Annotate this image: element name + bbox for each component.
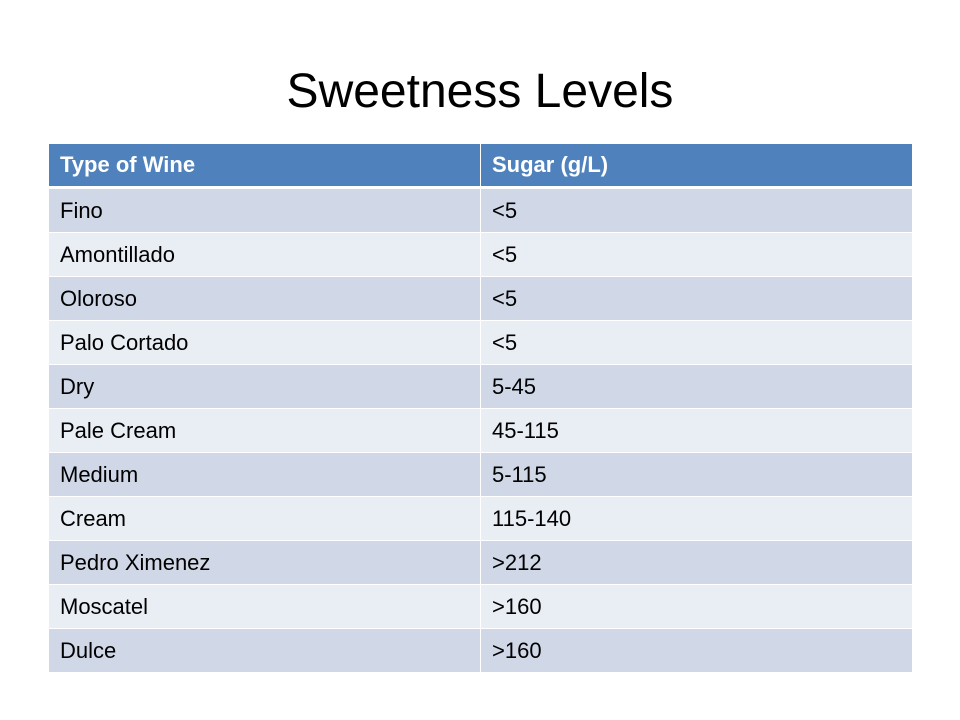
sugar-cell: <5 <box>480 276 913 321</box>
table-container: Type of Wine Sugar (g/L) Fino <5 Amontil… <box>48 143 913 673</box>
wine-type-cell: Moscatel <box>48 584 481 629</box>
sugar-cell: <5 <box>480 187 913 233</box>
table-row: Moscatel >160 <box>48 584 913 629</box>
table-row: Fino <5 <box>48 187 913 233</box>
wine-type-cell: Cream <box>48 496 481 541</box>
sugar-cell: 115-140 <box>480 496 913 541</box>
table-header: Type of Wine Sugar (g/L) <box>48 143 913 189</box>
wine-type-cell: Fino <box>48 187 481 233</box>
table-row: Cream 115-140 <box>48 496 913 541</box>
wine-type-cell: Pedro Ximenez <box>48 540 481 585</box>
wine-type-cell: Medium <box>48 452 481 497</box>
table-row: Pedro Ximenez >212 <box>48 540 913 585</box>
sugar-cell: 45-115 <box>480 408 913 453</box>
table-row: Pale Cream 45-115 <box>48 408 913 453</box>
sugar-cell: 5-45 <box>480 364 913 409</box>
sugar-cell: >212 <box>480 540 913 585</box>
wine-type-cell: Amontillado <box>48 232 481 277</box>
wine-type-cell: Palo Cortado <box>48 320 481 365</box>
sweetness-table: Type of Wine Sugar (g/L) Fino <5 Amontil… <box>48 143 913 673</box>
wine-type-cell: Dulce <box>48 628 481 673</box>
table-row: Medium 5-115 <box>48 452 913 497</box>
wine-type-cell: Pale Cream <box>48 408 481 453</box>
table-row: Amontillado <5 <box>48 232 913 277</box>
sugar-cell: 5-115 <box>480 452 913 497</box>
sugar-cell: >160 <box>480 628 913 673</box>
sugar-cell: <5 <box>480 320 913 365</box>
sugar-cell: <5 <box>480 232 913 277</box>
table-row: Dry 5-45 <box>48 364 913 409</box>
slide-title: Sweetness Levels <box>286 65 674 118</box>
wine-type-cell: Dry <box>48 364 481 409</box>
wine-type-cell: Oloroso <box>48 276 481 321</box>
table-row: Oloroso <5 <box>48 276 913 321</box>
sugar-cell: >160 <box>480 584 913 629</box>
column-header-sugar: Sugar (g/L) <box>480 143 913 189</box>
header-row: Type of Wine Sugar (g/L) <box>48 143 913 189</box>
table-row: Dulce >160 <box>48 628 913 673</box>
column-header-type: Type of Wine <box>48 143 481 189</box>
table-row: Palo Cortado <5 <box>48 320 913 365</box>
table-body: Fino <5 Amontillado <5 Oloroso <5 Palo C… <box>48 187 913 673</box>
